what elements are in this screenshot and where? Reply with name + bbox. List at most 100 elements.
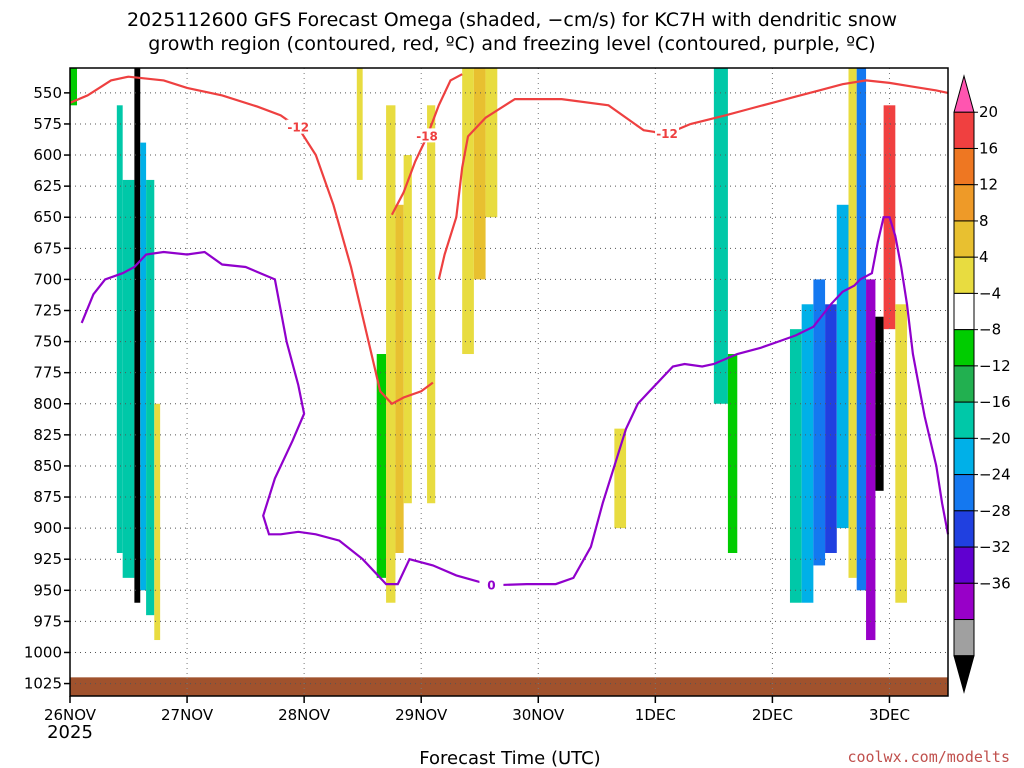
dgz-contour-label-bg: [415, 128, 440, 143]
colorbar-swatch: [953, 619, 975, 657]
y-tick-label: 775: [33, 364, 62, 382]
omega-cell: [403, 155, 412, 504]
omega-cell: [856, 68, 867, 591]
omega-cell: [427, 105, 436, 504]
freezing-contour: [80, 216, 950, 587]
x-tick-label: 2DEC: [752, 706, 793, 724]
colorbar-swatch: [953, 655, 975, 694]
colorbar-swatch: [953, 474, 975, 512]
colorbar-label: 12: [979, 176, 998, 194]
omega-cell: [376, 354, 387, 578]
dgz-contour: [69, 75, 434, 406]
y-tick-label: 1025: [24, 675, 62, 693]
y-tick-label: 750: [33, 333, 62, 351]
colorbar-swatch: [953, 437, 975, 476]
x-tick-label: 28NOV: [278, 706, 331, 724]
y-tick-label: 650: [33, 208, 62, 226]
omega-cell: [140, 142, 147, 591]
x-axis: 26NOV 27NOV 28NOV 29NOV 30NOV 1DEC 2DEC 3DEC: [44, 696, 910, 724]
y-tick-label: 675: [33, 239, 62, 257]
y-tick-label: 825: [33, 426, 62, 444]
dgz-contour-label-bg: [655, 125, 680, 140]
colorbar-label: 20: [979, 103, 998, 121]
omega-cell: [134, 68, 141, 603]
plot-frame: [69, 67, 949, 697]
omega-cell: [70, 68, 78, 106]
colorbar-label: −16: [979, 393, 1011, 411]
colorbar-label: 8: [979, 212, 989, 230]
colorbar: 20 16 12 8 4 −4 −8 −12 −16 −20 −24 −28 −32 −36: [953, 74, 1011, 694]
y-tick-label: 550: [33, 84, 62, 102]
omega-cell: [146, 179, 155, 616]
omega-cell: [713, 68, 728, 404]
colorbar-label: −4: [979, 284, 1001, 302]
omega-cell: [386, 105, 396, 603]
colorbar-label: −8: [979, 321, 1001, 339]
omega-cell: [801, 304, 814, 603]
x-tick-label: 3DEC: [869, 706, 910, 724]
y-tick-label: 800: [33, 395, 62, 413]
omega-cell: [614, 428, 627, 529]
colorbar-swatch: [953, 401, 975, 439]
colorbar-label: −36: [979, 574, 1011, 592]
colorbar-swatch: [953, 546, 975, 584]
dgz-contour-label: -12: [287, 121, 309, 135]
y-tick-label: 725: [33, 301, 62, 319]
colorbar-swatch: [953, 147, 975, 186]
y-tick-label: 975: [33, 612, 62, 630]
contours: -12 -18 -12 0: [69, 73, 950, 592]
omega-cell: [485, 68, 498, 218]
credit-text: coolwx.com/modelts: [847, 748, 1010, 766]
omega-cell: [154, 403, 161, 641]
omega-cell: [895, 304, 908, 603]
colorbar-label: −12: [979, 357, 1011, 375]
omega-cell: [875, 316, 884, 491]
x-tick-label: 30NOV: [512, 706, 565, 724]
y-tick-label: 625: [33, 177, 62, 195]
y-tick-label: 900: [33, 519, 62, 537]
x-tick-label: 29NOV: [395, 706, 448, 724]
omega-cell: [356, 68, 363, 180]
dgz-contour-label: -18: [416, 129, 438, 143]
colorbar-label: −28: [979, 502, 1011, 520]
omega-cell: [825, 304, 837, 553]
y-tick-label: 600: [33, 146, 62, 164]
x-tick-label: 1DEC: [635, 706, 676, 724]
chart-title-line2: growth region (contoured, red, ºC) and f…: [148, 33, 875, 55]
omega-cell: [473, 68, 486, 280]
y-tick-label: 950: [33, 581, 62, 599]
x-tick-label: 27NOV: [161, 706, 214, 724]
chart-title-line1: 2025112600 GFS Forecast Omega (shaded, −…: [127, 9, 897, 31]
colorbar-label: −20: [979, 429, 1011, 447]
dgz-contour: [437, 79, 949, 280]
plot-area: -12 -18 -12 0: [69, 67, 950, 697]
colorbar-swatch: [953, 220, 975, 258]
dgz-contour-label-bg: [286, 119, 311, 134]
colorbar-swatch: [953, 329, 975, 367]
x-tick-label: 26NOV: [44, 706, 97, 724]
omega-cell: [836, 204, 849, 529]
colorbar-label: −32: [979, 538, 1011, 556]
terrain: [70, 677, 948, 696]
y-tick-label: 575: [33, 115, 62, 133]
y-axis: 550 575 600 625 650 675 700 725 750 775 800 825 850 8…: [24, 84, 70, 693]
omega-cell: [727, 354, 738, 553]
colorbar-swatch: [953, 510, 975, 548]
colorbar-swatch: [953, 111, 975, 149]
omega-cell: [395, 204, 404, 553]
omega-cell: [116, 105, 123, 553]
y-tick-label: 850: [33, 457, 62, 475]
x-axis-year: 2025: [47, 722, 93, 743]
omega-cell: [866, 279, 876, 641]
colorbar-label: 4: [979, 248, 989, 266]
y-tick-label: 700: [33, 270, 62, 288]
omega-cell: [462, 68, 474, 355]
y-tick-label: 925: [33, 550, 62, 568]
colorbar-swatch: [953, 582, 975, 621]
colorbar-label: 16: [979, 139, 998, 157]
y-tick-label: 875: [33, 488, 62, 506]
colorbar-swatch: [953, 292, 975, 331]
colorbar-swatch: [953, 256, 975, 294]
dgz-contour-label: -12: [656, 127, 678, 141]
